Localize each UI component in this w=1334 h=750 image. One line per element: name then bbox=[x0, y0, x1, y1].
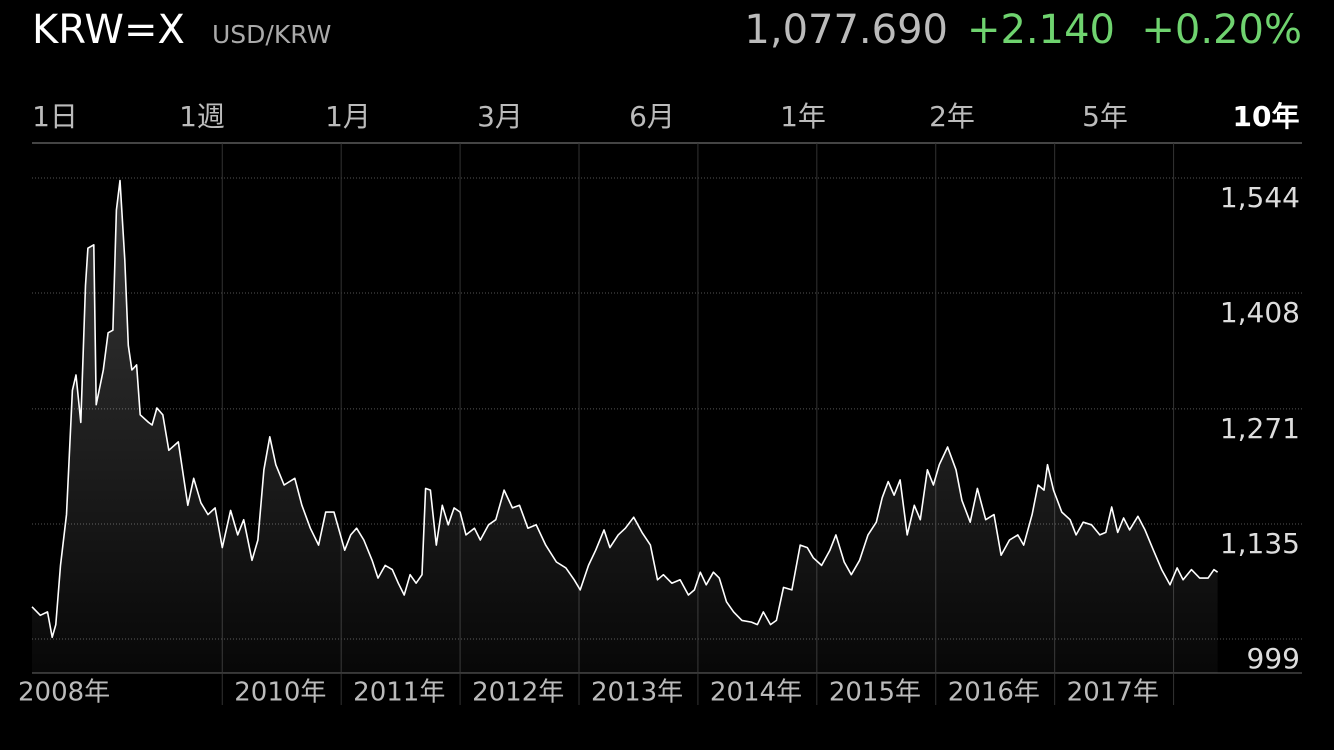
range-tab[interactable]: 1週 bbox=[179, 100, 225, 133]
x-tick-label: 2015年 bbox=[829, 678, 921, 708]
pair: USD/KRW bbox=[212, 20, 331, 49]
x-tick-label: 2013年 bbox=[591, 678, 683, 708]
x-tick-label: 2016年 bbox=[948, 678, 1040, 708]
x-tick-label: 2014年 bbox=[710, 678, 802, 708]
x-tick-label: 2017年 bbox=[1067, 678, 1159, 708]
x-tick-label: 2011年 bbox=[353, 678, 445, 708]
area bbox=[32, 180, 1218, 673]
range-tab[interactable]: 1日 bbox=[32, 100, 78, 133]
price-line bbox=[31, 179, 1219, 639]
change-percent: +0.20% bbox=[1141, 7, 1302, 53]
range-tab[interactable]: 1年 bbox=[780, 100, 826, 133]
y-tick-label: 1,408 bbox=[1220, 296, 1300, 329]
range-tab[interactable]: 6月 bbox=[629, 100, 675, 133]
y-tick-label: 1,544 bbox=[1220, 181, 1300, 214]
range-tab[interactable]: 5年 bbox=[1082, 100, 1128, 133]
range-tab[interactable]: 2年 bbox=[929, 100, 975, 133]
x-tick-label: 2010年 bbox=[234, 678, 326, 708]
range-tab[interactable]: 3月 bbox=[477, 100, 523, 133]
price: 1,077.690 bbox=[744, 7, 948, 53]
range-tab[interactable]: 10年 bbox=[1233, 100, 1300, 133]
symbol: KRW=X bbox=[32, 7, 185, 53]
change: +2.140 bbox=[967, 7, 1115, 53]
x-tick-label: 2008年 bbox=[18, 678, 110, 708]
range-tab[interactable]: 1月 bbox=[325, 100, 371, 133]
y-tick-label: 1,271 bbox=[1220, 412, 1300, 445]
x-tick-label: 2012年 bbox=[472, 678, 564, 708]
y-tick-label: 1,135 bbox=[1220, 527, 1300, 560]
y-tick-label: 999 bbox=[1247, 642, 1300, 675]
